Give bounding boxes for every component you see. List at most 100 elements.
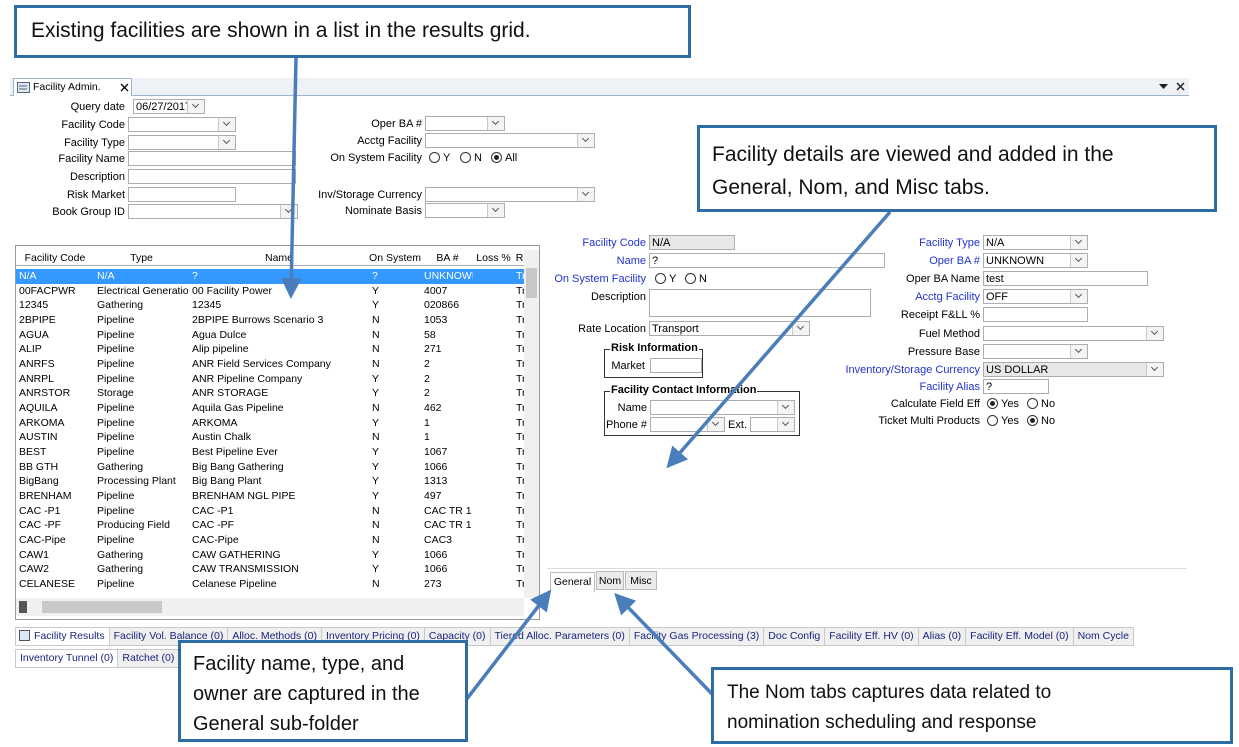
input-box[interactable] — [983, 344, 1088, 359]
grid-cell[interactable]: CAC TR 1 — [424, 504, 472, 517]
folder-tab[interactable]: Facility Gas Processing (3) — [629, 627, 765, 646]
column-header[interactable]: BA # — [421, 251, 474, 266]
grid-cell[interactable]: Tra — [516, 548, 525, 561]
input-box[interactable]: UNKNOWN — [983, 253, 1088, 268]
grid-cell[interactable]: N — [372, 578, 380, 591]
grid-cell[interactable]: CAC3 — [424, 534, 453, 547]
dropdown-button[interactable] — [487, 204, 504, 217]
window-menu[interactable] — [1159, 84, 1168, 90]
window-tab[interactable]: Facility Admin. — [13, 78, 132, 96]
grid-cell[interactable]: Pipeline — [97, 534, 135, 547]
grid-cell[interactable]: ANRSTOR — [19, 387, 71, 400]
grid-cell[interactable]: Y — [372, 490, 380, 503]
grid-cell[interactable]: 58 — [424, 328, 436, 341]
input-box[interactable] — [128, 187, 236, 202]
grid-cell[interactable]: Pipeline — [97, 314, 135, 326]
grid-cell[interactable]: 2BPIPE Burrows Scenario 3 — [192, 314, 324, 326]
grid-cell[interactable]: Y — [372, 446, 380, 459]
grid-cell[interactable]: CELANESE — [19, 578, 76, 591]
grid-cell[interactable]: ANRFS — [19, 358, 55, 371]
grid-cell[interactable]: Tra — [516, 284, 525, 297]
grid-cell[interactable]: Tra — [516, 358, 525, 371]
grid-cell[interactable]: Tra — [516, 299, 525, 312]
grid-cell[interactable]: Alip pipeline — [192, 343, 249, 356]
radio-button[interactable] — [429, 152, 440, 163]
grid-cell[interactable]: Pipeline — [97, 578, 135, 591]
input-box[interactable] — [425, 187, 595, 202]
grid-cell[interactable]: CAW GATHERING — [192, 548, 281, 561]
grid-cell[interactable]: ARKOMA — [192, 416, 238, 429]
grid-cell[interactable]: N — [372, 343, 380, 356]
grid-cell[interactable]: 2 — [424, 372, 430, 385]
grid-cell[interactable]: Celanese Pipeline — [192, 578, 277, 591]
input-box[interactable] — [128, 135, 236, 150]
grid-cell[interactable]: CAC -P1 — [192, 504, 234, 517]
grid-cell[interactable]: Pipeline — [97, 343, 135, 356]
folder-tab[interactable]: Nom Cycle — [1073, 627, 1134, 646]
grid-cell[interactable]: N — [372, 314, 380, 326]
grid-cell[interactable]: 1313 — [424, 475, 448, 488]
input-box[interactable] — [750, 417, 795, 432]
input-box[interactable] — [650, 358, 702, 373]
grid-cell[interactable]: BRENHAM NGL PIPE — [192, 490, 296, 503]
scroll-thumb[interactable] — [19, 601, 27, 613]
grid-cell[interactable]: ALIP — [19, 343, 42, 356]
grid-cell[interactable]: 1 — [424, 416, 430, 429]
grid-cell[interactable]: 497 — [424, 490, 442, 503]
grid-cell[interactable]: Agua Dulce — [192, 328, 247, 341]
grid-cell[interactable]: Y — [372, 416, 380, 429]
grid-cell[interactable]: CAC-Pipe — [19, 534, 66, 547]
grid-cell[interactable]: CAC -PF — [192, 519, 234, 532]
grid-cell[interactable]: 4007 — [424, 284, 448, 297]
grid-cell[interactable]: Storage — [97, 387, 134, 400]
folder-tab[interactable]: Facility Eff. Model (0) — [966, 627, 1074, 646]
grid-cell[interactable]: 020866 — [424, 299, 460, 312]
grid-cell[interactable]: N — [372, 519, 380, 532]
grid-cell[interactable]: ? — [192, 270, 198, 282]
grid-cell[interactable]: Tra — [516, 372, 525, 385]
grid-cell[interactable]: N — [372, 504, 380, 517]
grid-cell[interactable]: Y — [372, 372, 380, 385]
input-box[interactable]: US DOLLAR — [983, 362, 1164, 377]
grid-cell[interactable]: Y — [372, 460, 380, 473]
grid-cell[interactable]: Aquila Gas Pipeline — [192, 402, 284, 415]
sub-tab[interactable]: Nom — [596, 571, 624, 590]
folder-tab[interactable]: Tiered Alloc. Parameters (0) — [490, 627, 630, 646]
scroll-thumb[interactable] — [526, 268, 537, 298]
grid-cell[interactable]: Gathering — [97, 460, 144, 473]
grid-cell[interactable]: Big Bang Plant — [192, 475, 262, 488]
column-header[interactable]: On System — [369, 252, 421, 266]
grid-cell[interactable]: Tra — [516, 343, 525, 356]
grid-cell[interactable]: Tra — [516, 534, 525, 547]
grid-cell[interactable]: Tra — [516, 431, 525, 444]
scroll-thumb[interactable] — [42, 601, 162, 613]
radio-button[interactable] — [1027, 415, 1038, 426]
grid-cell[interactable]: CAW1 — [19, 548, 49, 561]
input-box[interactable] — [983, 307, 1088, 322]
radio-button[interactable] — [685, 273, 696, 284]
grid-cell[interactable]: N — [372, 534, 380, 547]
grid-cell[interactable]: 2BPIPE — [19, 314, 56, 326]
dropdown-button[interactable] — [1070, 254, 1087, 267]
tab-close[interactable] — [120, 83, 129, 92]
grid-cell[interactable]: Tra — [516, 270, 525, 282]
grid-cell[interactable]: 1067 — [424, 446, 448, 459]
grid-cell[interactable]: Y — [372, 387, 380, 400]
dropdown-button[interactable] — [1070, 290, 1087, 303]
grid-cell[interactable]: CAC -P1 — [19, 504, 61, 517]
dropdown-button[interactable] — [218, 136, 235, 149]
grid-cell[interactable]: ANRPL — [19, 372, 55, 385]
grid-cell[interactable]: Austin Chalk — [192, 431, 251, 444]
grid-cell[interactable]: Tra — [516, 460, 525, 473]
grid-cell[interactable]: Pipeline — [97, 372, 135, 385]
grid-cell[interactable]: Gathering — [97, 299, 144, 312]
grid-cell[interactable]: CAC TR 1 — [424, 519, 472, 532]
grid-cell[interactable]: N — [372, 431, 380, 444]
radio-button[interactable] — [491, 152, 502, 163]
dropdown-button[interactable] — [218, 118, 235, 131]
folder-tab[interactable]: Facility Results — [15, 627, 110, 646]
dropdown-button[interactable] — [777, 401, 794, 414]
grid-cell[interactable]: 1066 — [424, 563, 448, 576]
grid-cell[interactable]: ANR STORAGE — [192, 387, 269, 400]
grid-cell[interactable]: CAC -PF — [19, 519, 61, 532]
